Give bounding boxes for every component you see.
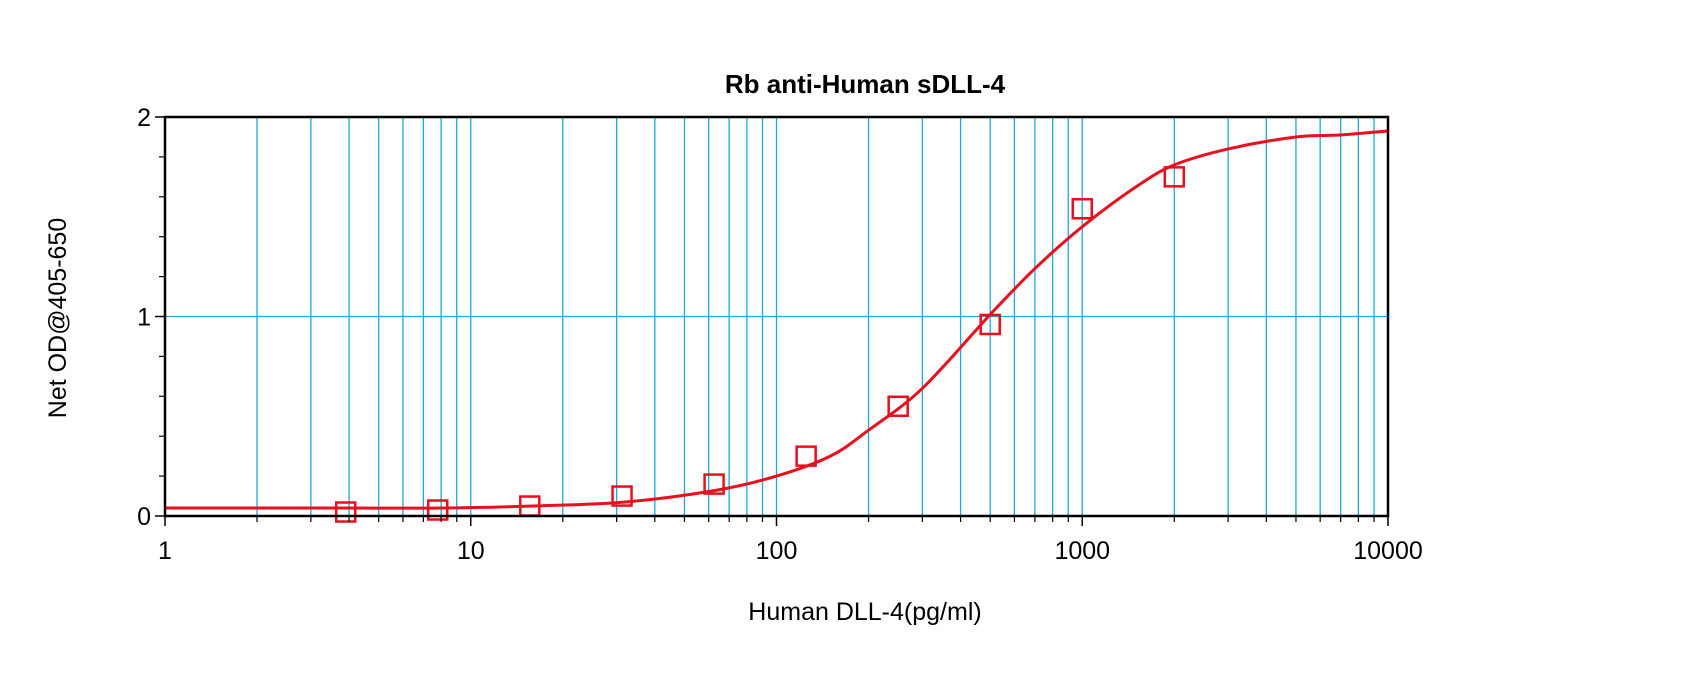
data-point (979, 313, 1001, 336)
data-point (703, 473, 725, 495)
fit-curve-layer (165, 129, 1389, 510)
x-tick-label: 10000 (1353, 537, 1423, 565)
data-point (427, 499, 449, 521)
grid (165, 117, 1388, 516)
y-axis-label: Net OD@405-650 (44, 218, 72, 418)
chart-title: Rb anti-Human sDLL-4 (725, 69, 1006, 99)
data-point (795, 445, 817, 467)
x-tick-label: 10 (457, 537, 485, 565)
x-axis-label: Human DLL-4(pg/ml) (748, 598, 981, 626)
y-tick-label: 2 (137, 104, 151, 132)
data-point (334, 501, 357, 523)
y-tick-label: 0 (137, 503, 151, 531)
y-tick-label: 1 (137, 304, 151, 332)
data-point (611, 485, 633, 507)
data-points-layer (334, 166, 1186, 523)
fit-curve (165, 129, 1389, 510)
data-point (887, 395, 909, 418)
data-point (1163, 166, 1186, 188)
data-point (1071, 198, 1093, 220)
x-tick-label: 1000 (1054, 537, 1110, 565)
x-tick-label: 1 (158, 537, 172, 565)
x-tick-label: 100 (756, 537, 798, 565)
